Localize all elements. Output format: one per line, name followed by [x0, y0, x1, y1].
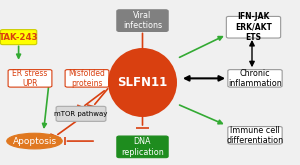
FancyBboxPatch shape — [117, 136, 168, 158]
Text: Viral
infections: Viral infections — [123, 11, 162, 30]
FancyBboxPatch shape — [56, 106, 106, 121]
Text: IFN-JAK
ERK/AKT
ETS: IFN-JAK ERK/AKT ETS — [235, 12, 272, 42]
Ellipse shape — [7, 133, 62, 149]
Text: SLFN11: SLFN11 — [117, 76, 168, 89]
FancyBboxPatch shape — [226, 16, 281, 38]
Text: ER stress
UPR: ER stress UPR — [12, 69, 48, 88]
FancyBboxPatch shape — [117, 10, 168, 31]
Text: Chronic
inflammation: Chronic inflammation — [228, 69, 282, 88]
Text: DNA
replication: DNA replication — [121, 137, 164, 157]
FancyBboxPatch shape — [228, 70, 282, 87]
Text: Apoptosis: Apoptosis — [12, 137, 57, 146]
FancyBboxPatch shape — [228, 127, 282, 144]
FancyBboxPatch shape — [1, 30, 37, 45]
Text: Misfolded
proteins: Misfolded proteins — [69, 69, 105, 88]
Ellipse shape — [108, 48, 177, 117]
Text: Immune cell
differentiation: Immune cell differentiation — [226, 126, 284, 145]
Text: mTOR pathway: mTOR pathway — [54, 111, 108, 117]
FancyBboxPatch shape — [8, 70, 52, 87]
FancyBboxPatch shape — [65, 70, 109, 87]
Text: TAK-243: TAK-243 — [0, 33, 38, 42]
